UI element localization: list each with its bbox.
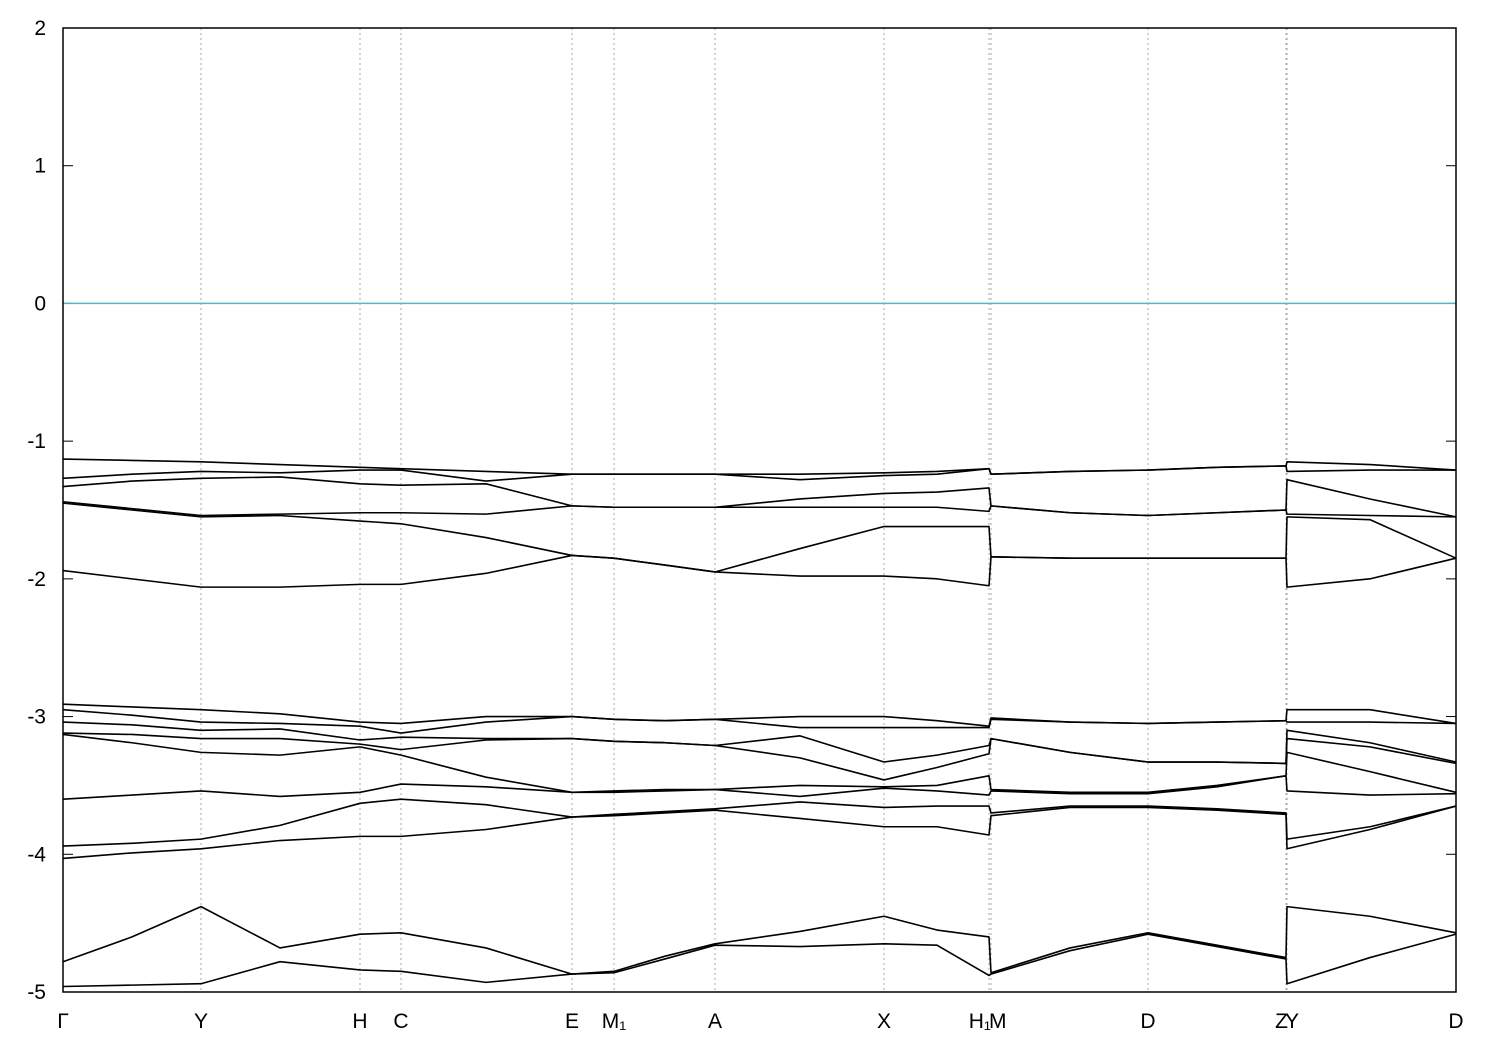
band-line (62, 721, 1457, 765)
x-tick-label: Γ (57, 1010, 69, 1033)
band-line (62, 465, 1456, 482)
x-tick-label: Y (1285, 1010, 1299, 1033)
x-tick-label: X (877, 1010, 891, 1033)
y-tick-label: 2 (34, 17, 46, 40)
band-line (62, 500, 1457, 518)
x-tick-label: H₁ (969, 1010, 991, 1033)
x-tick-label: Z (1275, 1010, 1288, 1033)
y-tick-label: -1 (27, 430, 46, 453)
y-tick-label: -5 (27, 981, 46, 1004)
band-line (62, 798, 1457, 847)
y-tick-label: -4 (27, 843, 46, 866)
band-line (62, 805, 1457, 860)
plot-frame (62, 27, 1457, 993)
y-tick-label: 1 (34, 155, 46, 178)
band-line (62, 732, 1457, 781)
band-line (62, 708, 1457, 734)
band-line (62, 554, 1457, 588)
band-line (62, 774, 1457, 800)
band-line (62, 933, 1457, 988)
x-tick-label: M₁ (602, 1010, 627, 1033)
x-tick-label: C (393, 1010, 408, 1033)
band-line (62, 905, 1457, 975)
band-line (62, 733, 1457, 794)
x-tick-label: Y (194, 1010, 208, 1033)
x-tick-label: E (565, 1010, 579, 1033)
x-tick-label: M (989, 1010, 1007, 1033)
x-tick-label: H (352, 1010, 367, 1033)
y-tick-label: -2 (27, 568, 46, 591)
x-tick-label: A (708, 1010, 722, 1033)
x-tick-label: D (1140, 1010, 1155, 1033)
x-tick-label: D (1448, 1010, 1463, 1033)
y-tick-label: -3 (27, 706, 46, 729)
y-tick-label: 0 (34, 292, 46, 315)
band-line (62, 502, 1457, 573)
